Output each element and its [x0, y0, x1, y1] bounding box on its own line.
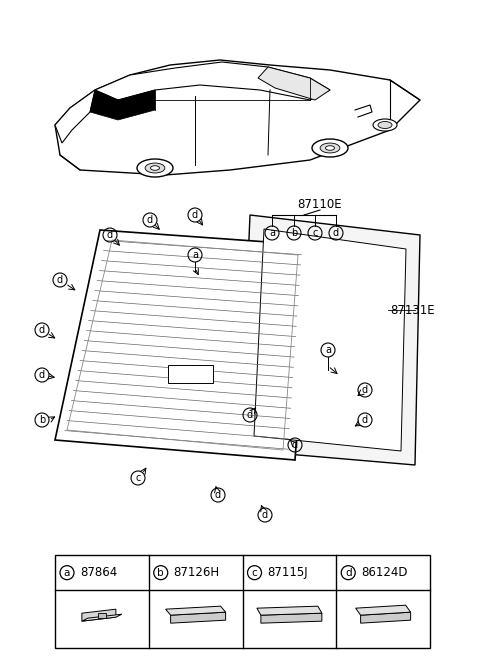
Text: a: a: [325, 345, 331, 355]
Polygon shape: [258, 67, 330, 100]
FancyBboxPatch shape: [55, 555, 430, 648]
Text: d: d: [247, 410, 253, 420]
Polygon shape: [90, 90, 155, 120]
Polygon shape: [257, 606, 322, 615]
Text: d: d: [57, 275, 63, 285]
Text: d: d: [192, 210, 198, 220]
Ellipse shape: [145, 163, 165, 173]
Text: d: d: [39, 370, 45, 380]
Text: b: b: [291, 228, 297, 238]
Text: 87126H: 87126H: [174, 566, 220, 579]
Text: a: a: [64, 567, 70, 578]
Text: c: c: [252, 567, 257, 578]
Text: a: a: [269, 228, 275, 238]
Polygon shape: [166, 606, 226, 615]
Polygon shape: [55, 60, 420, 175]
Polygon shape: [98, 613, 106, 618]
Ellipse shape: [151, 166, 159, 171]
Ellipse shape: [378, 121, 392, 129]
Text: d: d: [333, 228, 339, 238]
Ellipse shape: [312, 139, 348, 157]
Ellipse shape: [320, 143, 340, 153]
Polygon shape: [356, 605, 410, 615]
Text: 87131E: 87131E: [390, 304, 434, 316]
Text: b: b: [39, 415, 45, 425]
Text: 86124D: 86124D: [361, 566, 408, 579]
Ellipse shape: [325, 146, 335, 150]
Text: 87110E: 87110E: [298, 199, 342, 211]
Polygon shape: [55, 90, 95, 143]
Polygon shape: [82, 614, 122, 621]
Text: d: d: [292, 440, 298, 450]
Bar: [168, 365, 213, 382]
Text: d: d: [362, 415, 368, 425]
Text: c: c: [312, 228, 318, 238]
Text: d: d: [39, 325, 45, 335]
Polygon shape: [254, 229, 406, 451]
Text: d: d: [362, 385, 368, 395]
Polygon shape: [82, 609, 116, 621]
Text: d: d: [262, 510, 268, 520]
Text: d: d: [147, 215, 153, 225]
Text: a: a: [192, 250, 198, 260]
Text: c: c: [135, 473, 141, 483]
Text: 87115J: 87115J: [267, 566, 308, 579]
Polygon shape: [170, 612, 226, 623]
Polygon shape: [261, 613, 322, 623]
Text: b: b: [157, 567, 164, 578]
Text: d: d: [215, 490, 221, 500]
Polygon shape: [55, 230, 310, 460]
Polygon shape: [360, 612, 410, 623]
Polygon shape: [95, 62, 330, 100]
Ellipse shape: [137, 159, 173, 177]
Text: d: d: [345, 567, 351, 578]
Text: 87864: 87864: [80, 566, 117, 579]
Text: d: d: [107, 230, 113, 240]
Ellipse shape: [373, 119, 397, 131]
Polygon shape: [240, 215, 420, 465]
